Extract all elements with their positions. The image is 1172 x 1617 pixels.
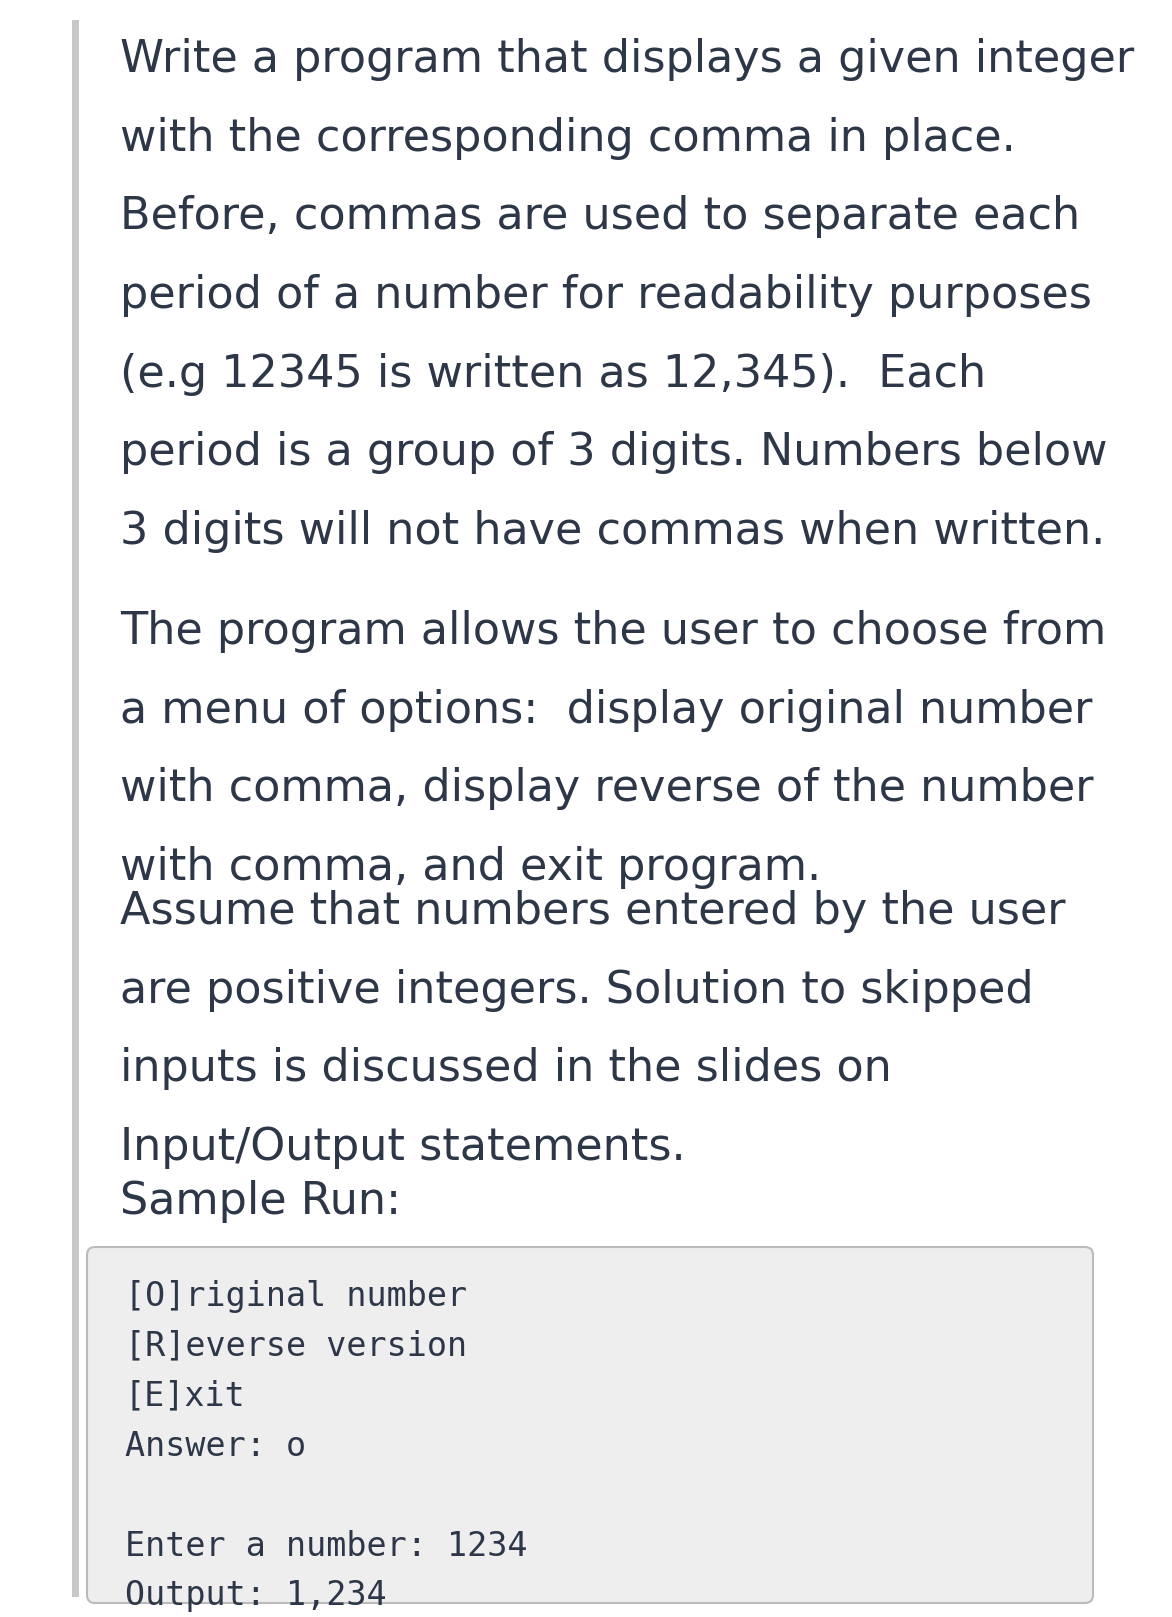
Text: Write a program that displays a given integer
with the corresponding comma in pl: Write a program that displays a given in… [120, 39, 1134, 553]
FancyBboxPatch shape [87, 1247, 1093, 1602]
Text: Sample Run:: Sample Run: [120, 1180, 401, 1222]
Text: Assume that numbers entered by the user
are positive integers. Solution to skipp: Assume that numbers entered by the user … [120, 889, 1065, 1169]
Text: The program allows the user to choose from
a menu of options:  display original : The program allows the user to choose fr… [120, 610, 1106, 889]
Bar [71, 19, 79, 1598]
Text: [O]riginal number
[R]everse version
[E]xit
Answer: o

Enter a number: 1234
Outpu: [O]riginal number [R]everse version [E]x… [125, 1281, 527, 1612]
